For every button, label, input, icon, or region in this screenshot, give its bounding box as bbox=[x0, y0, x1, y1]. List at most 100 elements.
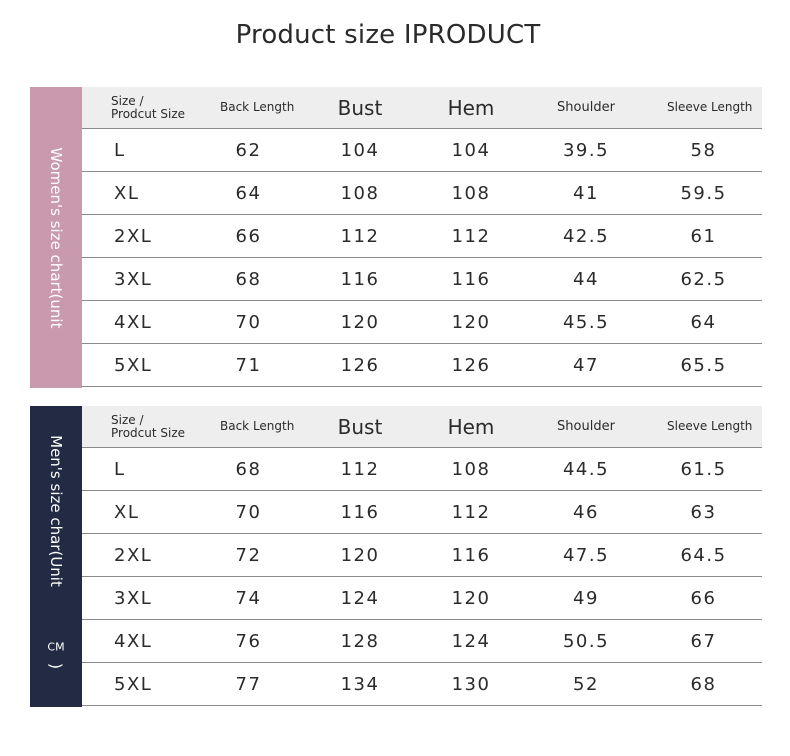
value-cell: 68 bbox=[645, 662, 762, 706]
table-row: 3XL 68 116 116 44 62.5 bbox=[82, 257, 762, 301]
value-cell: 71 bbox=[192, 343, 305, 387]
value-cell: 64.5 bbox=[645, 533, 762, 577]
table-row: L 68 112 108 44.5 61.5 bbox=[82, 447, 762, 491]
value-cell: 120 bbox=[305, 533, 415, 577]
value-cell: 124 bbox=[305, 576, 415, 620]
value-cell: 62.5 bbox=[645, 257, 762, 301]
value-cell: 130 bbox=[415, 662, 527, 706]
value-cell: 124 bbox=[415, 619, 527, 663]
value-cell: 70 bbox=[192, 300, 305, 344]
value-cell: 64 bbox=[645, 300, 762, 344]
value-cell: 112 bbox=[305, 214, 415, 258]
header-shoulder: Shoulder bbox=[527, 406, 645, 448]
women-size-chart: Women's size chart(unit Size / Prodcut S… bbox=[30, 87, 762, 388]
size-cell: 2XL bbox=[82, 533, 192, 577]
value-cell: 112 bbox=[305, 447, 415, 491]
value-cell: 64 bbox=[192, 171, 305, 215]
value-cell: 120 bbox=[415, 300, 527, 344]
value-cell: 61.5 bbox=[645, 447, 762, 491]
table-row: XL 64 108 108 41 59.5 bbox=[82, 171, 762, 215]
size-cell: 5XL bbox=[82, 343, 192, 387]
men-side-label-unit: CM bbox=[47, 640, 65, 654]
men-side-label-main: Men's size char(Unit bbox=[47, 435, 65, 587]
value-cell: 46 bbox=[527, 490, 645, 534]
value-cell: 72 bbox=[192, 533, 305, 577]
table-row: 5XL 77 134 130 52 68 bbox=[82, 662, 762, 706]
value-cell: 74 bbox=[192, 576, 305, 620]
value-cell: 62 bbox=[192, 128, 305, 172]
value-cell: 47 bbox=[527, 343, 645, 387]
header-sleeve-length: Sleeve Length bbox=[645, 406, 762, 448]
value-cell: 116 bbox=[305, 257, 415, 301]
value-cell: 134 bbox=[305, 662, 415, 706]
value-cell: 47.5 bbox=[527, 533, 645, 577]
table-row: 3XL 74 124 120 49 66 bbox=[82, 576, 762, 620]
value-cell: 126 bbox=[305, 343, 415, 387]
value-cell: 44.5 bbox=[527, 447, 645, 491]
value-cell: 126 bbox=[415, 343, 527, 387]
table-row: 4XL 76 128 124 50.5 67 bbox=[82, 619, 762, 663]
value-cell: 44 bbox=[527, 257, 645, 301]
value-cell: 52 bbox=[527, 662, 645, 706]
value-cell: 39.5 bbox=[527, 128, 645, 172]
men-size-chart: Men's size char(Unit CM ) Size / Prodcut… bbox=[30, 406, 762, 707]
value-cell: 128 bbox=[305, 619, 415, 663]
value-cell: 70 bbox=[192, 490, 305, 534]
header-hem: Hem bbox=[415, 406, 527, 448]
value-cell: 104 bbox=[415, 128, 527, 172]
value-cell: 58 bbox=[645, 128, 762, 172]
value-cell: 116 bbox=[415, 257, 527, 301]
value-cell: 41 bbox=[527, 171, 645, 215]
women-size-table: Size / Prodcut Size Back Length Bust Hem Sho… bbox=[82, 87, 762, 387]
value-cell: 108 bbox=[415, 171, 527, 215]
value-cell: 108 bbox=[415, 447, 527, 491]
value-cell: 112 bbox=[415, 214, 527, 258]
value-cell: 66 bbox=[645, 576, 762, 620]
value-cell: 66 bbox=[192, 214, 305, 258]
size-cell: XL bbox=[82, 171, 192, 215]
header-hem: Hem bbox=[415, 87, 527, 129]
value-cell: 116 bbox=[415, 533, 527, 577]
value-cell: 77 bbox=[192, 662, 305, 706]
page-title: Product size IPRODUCT bbox=[235, 20, 541, 50]
header-size: Size / Prodcut Size bbox=[82, 406, 192, 448]
value-cell: 61 bbox=[645, 214, 762, 258]
table-row: L 62 104 104 39.5 58 bbox=[82, 128, 762, 172]
value-cell: 120 bbox=[305, 300, 415, 344]
men-side-band: Men's size char(Unit CM ) bbox=[30, 406, 82, 707]
header-bust: Bust bbox=[305, 406, 415, 448]
header-size: Size / Prodcut Size bbox=[82, 87, 192, 129]
size-cell: L bbox=[82, 128, 192, 172]
value-cell: 76 bbox=[192, 619, 305, 663]
size-cell: 4XL bbox=[82, 619, 192, 663]
size-cell: 3XL bbox=[82, 257, 192, 301]
size-cell: 5XL bbox=[82, 662, 192, 706]
size-cell: 2XL bbox=[82, 214, 192, 258]
header-back-length: Back Length bbox=[192, 406, 305, 448]
table-header-row: Size / Prodcut Size Back Length Bust Hem Sho… bbox=[82, 406, 762, 448]
value-cell: 67 bbox=[645, 619, 762, 663]
value-cell: 63 bbox=[645, 490, 762, 534]
header-sleeve-length: Sleeve Length bbox=[645, 87, 762, 129]
men-side-label-close: ) bbox=[46, 662, 66, 670]
value-cell: 104 bbox=[305, 128, 415, 172]
table-row: 5XL 71 126 126 47 65.5 bbox=[82, 343, 762, 387]
value-cell: 65.5 bbox=[645, 343, 762, 387]
size-cell: 4XL bbox=[82, 300, 192, 344]
table-row: 2XL 72 120 116 47.5 64.5 bbox=[82, 533, 762, 577]
value-cell: 45.5 bbox=[527, 300, 645, 344]
table-header-row: Size / Prodcut Size Back Length Bust Hem Sho… bbox=[82, 87, 762, 129]
value-cell: 49 bbox=[527, 576, 645, 620]
size-cell: 3XL bbox=[82, 576, 192, 620]
value-cell: 42.5 bbox=[527, 214, 645, 258]
value-cell: 108 bbox=[305, 171, 415, 215]
table-row: XL 70 116 112 46 63 bbox=[82, 490, 762, 534]
value-cell: 112 bbox=[415, 490, 527, 534]
header-shoulder: Shoulder bbox=[527, 87, 645, 129]
header-back-length: Back Length bbox=[192, 87, 305, 129]
table-row: 4XL 70 120 120 45.5 64 bbox=[82, 300, 762, 344]
women-side-band: Women's size chart(unit bbox=[30, 87, 82, 388]
size-cell: L bbox=[82, 447, 192, 491]
men-size-table: Size / Prodcut Size Back Length Bust Hem Sho… bbox=[82, 406, 762, 706]
value-cell: 50.5 bbox=[527, 619, 645, 663]
